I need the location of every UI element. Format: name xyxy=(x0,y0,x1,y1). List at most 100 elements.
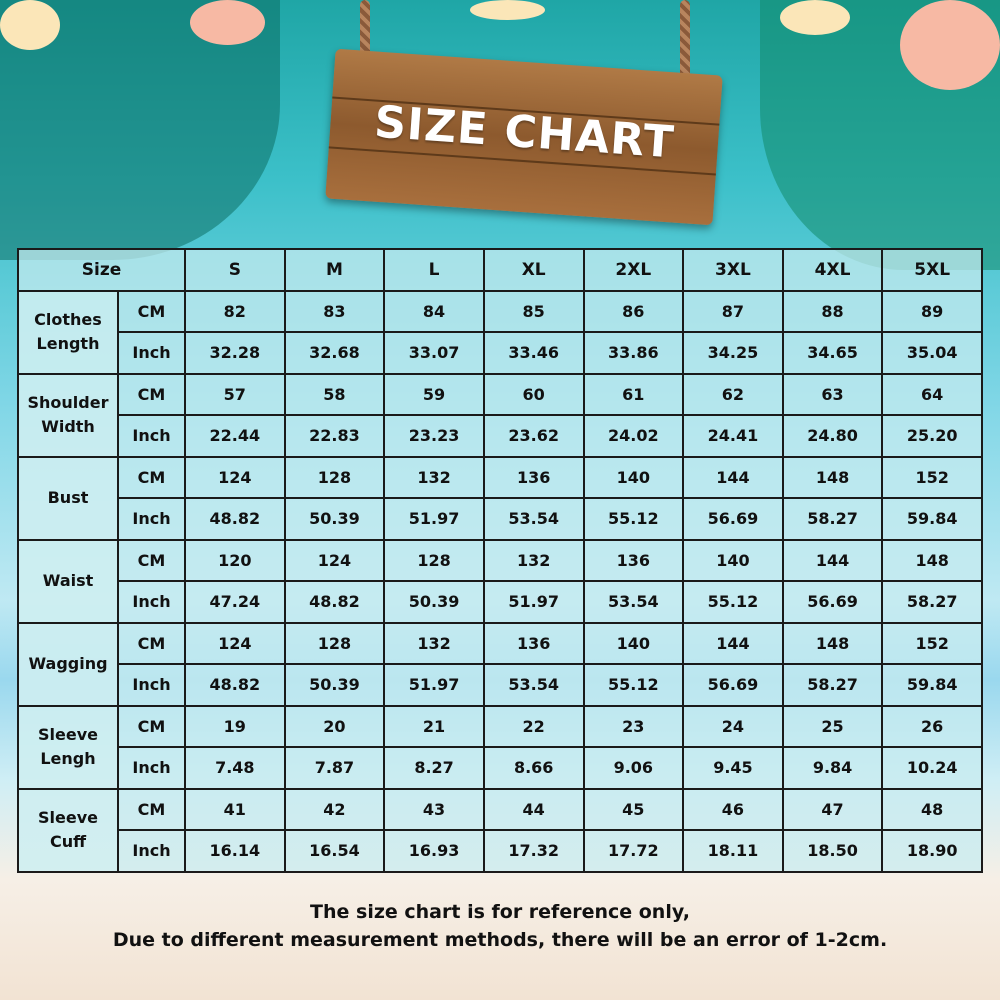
unit-label: CM xyxy=(117,621,186,665)
value-cell: 17.72 xyxy=(582,829,685,873)
value-cell: 63 xyxy=(781,372,884,416)
table-row: Bust CM 124 128 132 136 140 144 148 152 xyxy=(17,455,983,541)
value-cell: 9.45 xyxy=(682,746,784,790)
measurement-label: Wagging xyxy=(17,621,119,707)
value-cell: 128 xyxy=(283,621,386,665)
value-cell: 41 xyxy=(184,787,286,831)
unit-label: CM xyxy=(117,289,186,333)
size-column-header: S xyxy=(184,248,286,292)
value-cell: 55.12 xyxy=(682,580,784,624)
value-cell: 132 xyxy=(383,455,485,499)
value-cell: 132 xyxy=(482,538,585,582)
size-column-header: L xyxy=(383,248,485,292)
value-cell: 16.14 xyxy=(184,829,286,873)
unit-label: Inch xyxy=(117,829,186,873)
size-chart-table: Size S M L XL 2XL 3XL 4XL 5XL Clothes Length CM 82… xyxy=(17,248,983,873)
measurement-label: Sleeve Cuff xyxy=(17,787,119,873)
value-cell: 128 xyxy=(383,538,485,582)
value-cell: 84 xyxy=(383,289,485,333)
value-cell: 7.48 xyxy=(184,746,286,790)
value-cell: 45 xyxy=(582,787,685,831)
value-cell: 43 xyxy=(383,787,485,831)
measurement-label: Shoulder Width xyxy=(17,372,119,458)
rope-left xyxy=(360,0,370,80)
value-cell: 148 xyxy=(781,455,884,499)
value-cell: 19 xyxy=(184,704,286,748)
value-cell: 33.86 xyxy=(582,331,685,375)
value-cell: 62 xyxy=(682,372,784,416)
value-cell: 18.50 xyxy=(781,829,884,873)
value-cell: 124 xyxy=(283,538,386,582)
size-column-header: 4XL xyxy=(781,248,884,292)
table-row: Inch 22.44 22.83 23.23 23.62 24.02 24.41 24.80 2… xyxy=(18,414,983,458)
value-cell: 16.54 xyxy=(283,829,386,873)
flower-icon xyxy=(470,0,545,20)
unit-label: CM xyxy=(117,704,186,748)
value-cell: 53.54 xyxy=(482,663,585,707)
value-cell: 82 xyxy=(184,289,286,333)
disclaimer-note: The size chart is for reference only, Du… xyxy=(0,898,1000,954)
table-row: Inch 48.82 50.39 51.97 53.54 55.12 56.69 58.27 5… xyxy=(18,663,983,707)
table-row: Waist CM 120 124 128 132 136 140 144 148 xyxy=(17,538,983,624)
value-cell: 144 xyxy=(682,455,784,499)
unit-label: Inch xyxy=(117,746,186,790)
value-cell: 58.27 xyxy=(781,497,884,541)
value-cell: 58.27 xyxy=(881,580,983,624)
value-cell: 22.83 xyxy=(283,414,386,458)
value-cell: 59.84 xyxy=(881,663,983,707)
value-cell: 16.93 xyxy=(383,829,485,873)
value-cell: 9.84 xyxy=(781,746,884,790)
value-cell: 58.27 xyxy=(781,663,884,707)
value-cell: 56.69 xyxy=(682,663,784,707)
value-cell: 48 xyxy=(881,787,983,831)
value-cell: 35.04 xyxy=(881,331,983,375)
unit-label: CM xyxy=(117,787,186,831)
value-cell: 86 xyxy=(582,289,685,333)
value-cell: 23.62 xyxy=(482,414,585,458)
size-column-header: M xyxy=(283,248,386,292)
value-cell: 53.54 xyxy=(482,497,585,541)
value-cell: 23 xyxy=(582,704,685,748)
value-cell: 140 xyxy=(582,621,685,665)
value-cell: 140 xyxy=(582,455,685,499)
value-cell: 25.20 xyxy=(881,414,983,458)
value-cell: 21 xyxy=(383,704,485,748)
value-cell: 124 xyxy=(184,621,286,665)
value-cell: 50.39 xyxy=(383,580,485,624)
value-cell: 44 xyxy=(482,787,585,831)
unit-label: Inch xyxy=(117,331,186,375)
value-cell: 34.65 xyxy=(781,331,884,375)
table-row: Clothes Length CM 82 83 84 85 86 87 88 89 xyxy=(17,289,983,375)
table-row: Shoulder Width CM 57 58 59 60 61 62 63 64 xyxy=(17,372,983,458)
size-header: Size xyxy=(17,248,186,292)
value-cell: 58 xyxy=(283,372,386,416)
value-cell: 59.84 xyxy=(881,497,983,541)
unit-label: Inch xyxy=(117,497,186,541)
value-cell: 140 xyxy=(682,538,784,582)
value-cell: 46 xyxy=(682,787,784,831)
value-cell: 26 xyxy=(881,704,983,748)
value-cell: 33.46 xyxy=(482,331,585,375)
value-cell: 83 xyxy=(283,289,386,333)
value-cell: 32.28 xyxy=(184,331,286,375)
value-cell: 17.32 xyxy=(482,829,585,873)
value-cell: 20 xyxy=(283,704,386,748)
value-cell: 136 xyxy=(482,455,585,499)
value-cell: 132 xyxy=(383,621,485,665)
value-cell: 9.06 xyxy=(582,746,685,790)
note-line-1: The size chart is for reference only, xyxy=(310,901,690,923)
size-column-header: XL xyxy=(482,248,585,292)
value-cell: 32.68 xyxy=(283,331,386,375)
value-cell: 22.44 xyxy=(184,414,286,458)
value-cell: 53.54 xyxy=(582,580,685,624)
wooden-sign: SIZE CHART xyxy=(325,48,723,226)
value-cell: 50.39 xyxy=(283,663,386,707)
value-cell: 59 xyxy=(383,372,485,416)
measurement-label: Clothes Length xyxy=(17,289,119,375)
value-cell: 18.90 xyxy=(881,829,983,873)
value-cell: 34.25 xyxy=(682,331,784,375)
measurement-label: Waist xyxy=(17,538,119,624)
value-cell: 64 xyxy=(881,372,983,416)
value-cell: 47 xyxy=(781,787,884,831)
value-cell: 51.97 xyxy=(383,663,485,707)
